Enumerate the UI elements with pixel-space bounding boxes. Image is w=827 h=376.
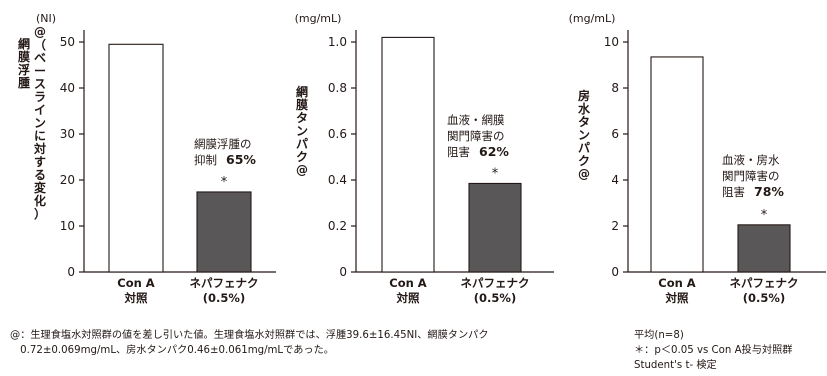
y-axis-title-char: 化 [34, 193, 46, 208]
y-tick-label: 50 [60, 35, 75, 49]
y-axis-title-char: パ [296, 137, 308, 151]
annotation-value: 78% [754, 184, 784, 199]
bar-control [108, 43, 164, 273]
annotation-text: 阻害 [722, 185, 745, 199]
y-axis-title-char: タ [296, 111, 308, 125]
annotation-text: 抑制 [194, 153, 217, 167]
y-axis-title-char: ン [296, 124, 308, 138]
category-label: Con A [117, 276, 155, 290]
y-tick-label: 40 [60, 81, 75, 95]
y-tick-label: 0.6 [328, 127, 347, 141]
y-axis-title-char: イ [34, 103, 46, 117]
y-axis-title-char: @ [296, 163, 308, 177]
y-tick-label: 10 [60, 219, 75, 233]
significance-mark: * [761, 208, 768, 223]
annotation-text: 血液・網膜 [447, 113, 505, 127]
y-unit-label: (mg/mL) [569, 12, 616, 25]
y-unit-label: (NI) [36, 12, 56, 25]
y-axis-title-char: 変 [34, 180, 47, 195]
bar-nepafenac [196, 191, 252, 273]
y-tick-label: 0 [611, 265, 619, 279]
y-tick-label: 4 [611, 173, 619, 187]
y-axis-title-char: 水 [578, 101, 591, 116]
y-axis-title-char: ） [34, 206, 46, 221]
y-axis-title-char: パ [578, 141, 590, 155]
y-axis-title-char: 膜 [296, 97, 308, 112]
bar-nepafenac [468, 182, 522, 273]
y-tick-label: 0 [67, 265, 75, 279]
bar-nepafenac [737, 224, 791, 273]
annotation-text: 関門障害の [722, 169, 780, 183]
y-tick-label: 8 [611, 81, 619, 95]
category-sublabel: (0.5%) [743, 291, 785, 305]
y-tick-label: 0.2 [328, 219, 347, 233]
y-axis-title-char: （ [34, 37, 46, 52]
y-axis-title-char: に [34, 129, 46, 143]
y-axis-title-char: 浮 [18, 62, 30, 77]
category-sublabel: 対照 [665, 291, 689, 305]
bar-control [381, 36, 435, 273]
y-axis-title-char: 対 [33, 141, 46, 156]
annotation-text: 血液・房水 [722, 153, 780, 167]
y-axis-title-char: ベ [34, 51, 46, 65]
y-axis-title-char: タ [578, 115, 590, 129]
annotation-text: 阻害 [447, 145, 470, 159]
y-tick-label: 30 [60, 127, 75, 141]
y-tick-label: 6 [611, 127, 619, 141]
y-axis-title-char: @ [34, 25, 46, 39]
category-sublabel: (0.5%) [474, 291, 516, 305]
y-tick-label: 2 [611, 219, 619, 233]
category-sublabel: 対照 [396, 291, 420, 305]
y-tick-label: 10 [604, 35, 619, 49]
category-label: Con A [658, 276, 696, 290]
stats-note: 平均(n=8) ＊：p＜0.05 vs Con A投与対照群 Student's… [634, 330, 793, 371]
category-label: Con A [389, 276, 427, 290]
y-axis-title-char: ク [296, 150, 308, 164]
category-sublabel: (0.5%) [203, 291, 245, 305]
y-tick-label: 0.8 [328, 81, 347, 95]
annotation-text: 網膜浮腫の [194, 137, 252, 151]
y-tick-label: 1.0 [328, 35, 347, 49]
y-axis-title-char: 房 [578, 88, 590, 103]
footnote: @：生理食塩水対照群の値を差し引いた値。生理食塩水対照群では、浮腫39.6±16… [10, 330, 489, 356]
significance-mark: * [221, 175, 228, 190]
y-axis-title-char: ー [34, 64, 46, 78]
y-axis-title-char: 腫 [18, 75, 30, 90]
significance-mark: * [492, 166, 499, 181]
y-axis-title-char: ラ [34, 90, 46, 104]
annotation-text: 関門障害の [447, 129, 505, 143]
y-axis-title-char: 膜 [18, 49, 30, 64]
y-axis-title-char: ク [578, 154, 590, 168]
annotation-value: 65% [226, 152, 256, 167]
y-axis-title-char: ン [34, 116, 46, 130]
category-label: ネパフェナク [730, 276, 799, 290]
y-tick-label: 0 [339, 265, 347, 279]
bar-control [650, 56, 704, 273]
category-label: ネパフェナク [190, 276, 259, 290]
y-unit-label: (mg/mL) [295, 12, 342, 25]
y-tick-label: 20 [60, 173, 75, 187]
annotation-value: 62% [479, 144, 509, 159]
y-axis-title-char: 網 [18, 36, 30, 51]
y-axis-title-char: @ [578, 167, 590, 181]
y-axis-title-char: ス [34, 77, 46, 91]
y-axis-title-char: る [34, 168, 46, 182]
category-label: ネパフェナク [461, 276, 530, 290]
category-sublabel: 対照 [124, 291, 148, 305]
y-axis-title-char: す [34, 155, 46, 169]
y-axis-title-char: ン [578, 128, 590, 142]
y-axis-title-char: 網 [296, 84, 308, 99]
y-tick-label: 0.4 [328, 173, 347, 187]
